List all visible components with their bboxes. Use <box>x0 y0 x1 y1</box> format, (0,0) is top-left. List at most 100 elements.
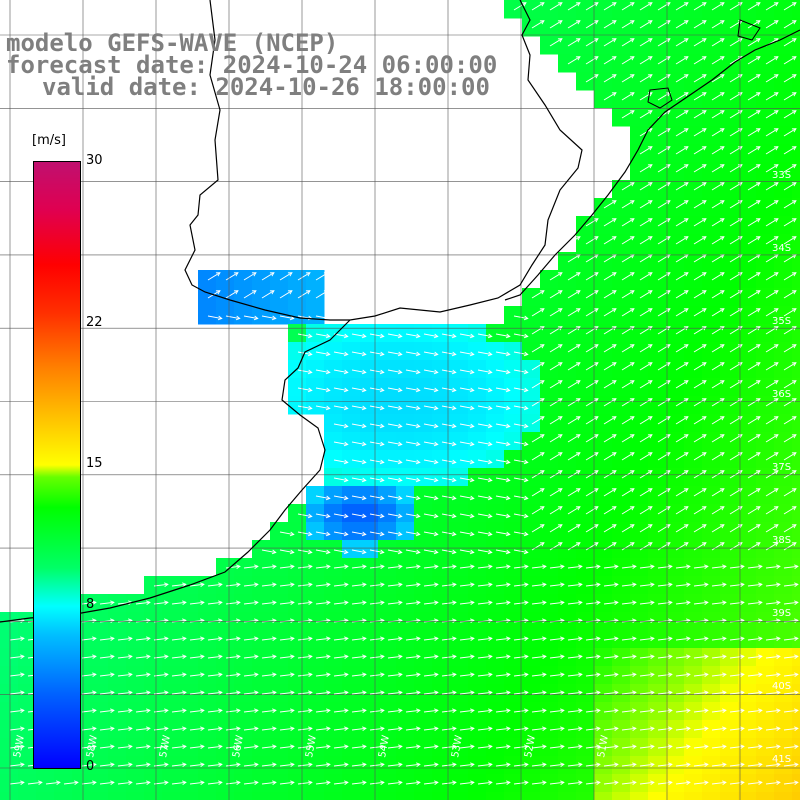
wind-arrow-971 <box>765 708 781 714</box>
field-cell-402 <box>756 396 775 415</box>
wind-arrow-250 <box>423 333 439 339</box>
field-cell-427 <box>720 414 739 433</box>
wind-arrow-353 <box>765 380 779 389</box>
field-cell-642 <box>414 558 433 577</box>
field-cell-291 <box>324 342 343 361</box>
field-cell-166 <box>612 234 631 253</box>
field-cell-606 <box>360 540 379 559</box>
field-cell-1221 <box>522 792 541 800</box>
wind-arrow-916 <box>567 690 583 696</box>
wind-arrow-1065 <box>81 762 97 768</box>
wind-arrow-195 <box>747 272 761 281</box>
field-cell-807 <box>360 630 379 649</box>
field-cell-905 <box>504 666 523 685</box>
field-cell-981 <box>252 702 271 721</box>
wind-arrow-136 <box>747 200 761 209</box>
wind-arrow-1038 <box>387 744 403 750</box>
field-cell-680 <box>432 576 451 595</box>
field-cell-168 <box>648 234 667 253</box>
field-cell-456 <box>756 432 775 451</box>
field-cell-589 <box>612 522 631 541</box>
field-cell-622 <box>648 540 667 559</box>
field-cell-114 <box>738 144 757 163</box>
field-cell-190 <box>792 252 800 271</box>
wind-arrow-63 <box>675 74 689 83</box>
field-cell-1039 <box>486 720 505 739</box>
wind-arrow-682 <box>315 600 331 606</box>
field-cell-528 <box>576 486 595 505</box>
field-cell-571 <box>288 522 307 541</box>
field-cell-549 <box>432 504 451 523</box>
field-cell-175 <box>774 234 793 253</box>
wind-arrow-875 <box>621 672 637 678</box>
field-cell-1074 <box>306 738 325 757</box>
wind-arrow-1117 <box>225 780 241 786</box>
wind-arrow-142 <box>639 218 653 227</box>
field-cell-943 <box>378 684 397 703</box>
field-cell-200 <box>576 270 595 289</box>
field-cell-241 <box>288 306 307 325</box>
wind-arrow-454 <box>675 452 689 461</box>
wind-arrow-463 <box>369 477 385 483</box>
field-cell-10 <box>684 0 703 19</box>
field-cell-726 <box>522 594 541 613</box>
field-cell-61 <box>792 54 800 73</box>
wind-arrow-303 <box>369 369 385 375</box>
wind-arrow-55 <box>747 56 761 65</box>
wind-arrow-1036 <box>351 744 367 750</box>
wind-arrow-297 <box>765 344 779 353</box>
field-cell-627 <box>738 540 757 559</box>
wind-arrow-127 <box>783 182 797 191</box>
wind-arrow-325 <box>765 362 779 371</box>
field-cell-340 <box>684 360 703 379</box>
field-cell-843 <box>198 648 217 667</box>
wind-arrow-79 <box>765 92 779 101</box>
wind-arrow-981 <box>153 726 169 732</box>
field-cell-484 <box>774 450 793 469</box>
field-cell-212 <box>792 270 800 289</box>
field-cell-1179 <box>576 774 595 793</box>
field-cell-1062 <box>90 738 109 757</box>
field-cell-169 <box>666 234 685 253</box>
wind-arrow-1040 <box>423 744 439 750</box>
field-cell-4 <box>576 0 595 19</box>
field-cell-611 <box>450 540 469 559</box>
field-cell-1180 <box>594 774 613 793</box>
wind-arrow-455 <box>693 452 707 461</box>
wind-arrow-514 <box>297 513 313 519</box>
wind-arrow-964 <box>639 708 655 714</box>
wind-arrow-955 <box>477 708 493 714</box>
field-cell-851 <box>342 648 361 667</box>
field-cell-332 <box>540 360 559 379</box>
wind-arrow-914 <box>531 690 547 696</box>
wind-arrow-650 <box>459 582 475 588</box>
wind-arrow-987 <box>261 726 277 732</box>
field-cell-723 <box>468 594 487 613</box>
field-cell-463 <box>396 450 415 469</box>
field-cell-501 <box>594 468 613 487</box>
field-cell-35 <box>576 36 595 55</box>
field-cell-132 <box>684 180 703 199</box>
wind-arrow-1129 <box>441 780 457 786</box>
field-cell-900 <box>414 666 433 685</box>
field-cell-76 <box>612 90 631 109</box>
field-cell-1149 <box>36 774 55 793</box>
wind-arrow-201 <box>261 290 275 299</box>
field-cell-889 <box>216 666 235 685</box>
wind-arrow-777 <box>441 636 457 642</box>
wind-arrow-848 <box>135 672 151 678</box>
field-cell-483 <box>756 450 775 469</box>
field-cell-569 <box>792 504 800 523</box>
wind-arrow-890 <box>99 690 115 696</box>
wind-arrow-580 <box>423 549 439 555</box>
field-cell-1087 <box>540 738 559 757</box>
wind-arrow-433 <box>765 434 779 443</box>
field-cell-73 <box>774 72 793 91</box>
wind-arrow-499 <box>531 488 545 497</box>
field-cell-581 <box>468 522 487 541</box>
wind-arrow-327 <box>297 387 313 393</box>
field-cell-260 <box>288 324 307 343</box>
field-cell-418 <box>558 414 577 433</box>
field-cell-320 <box>324 360 343 379</box>
field-cell-729 <box>576 594 595 613</box>
